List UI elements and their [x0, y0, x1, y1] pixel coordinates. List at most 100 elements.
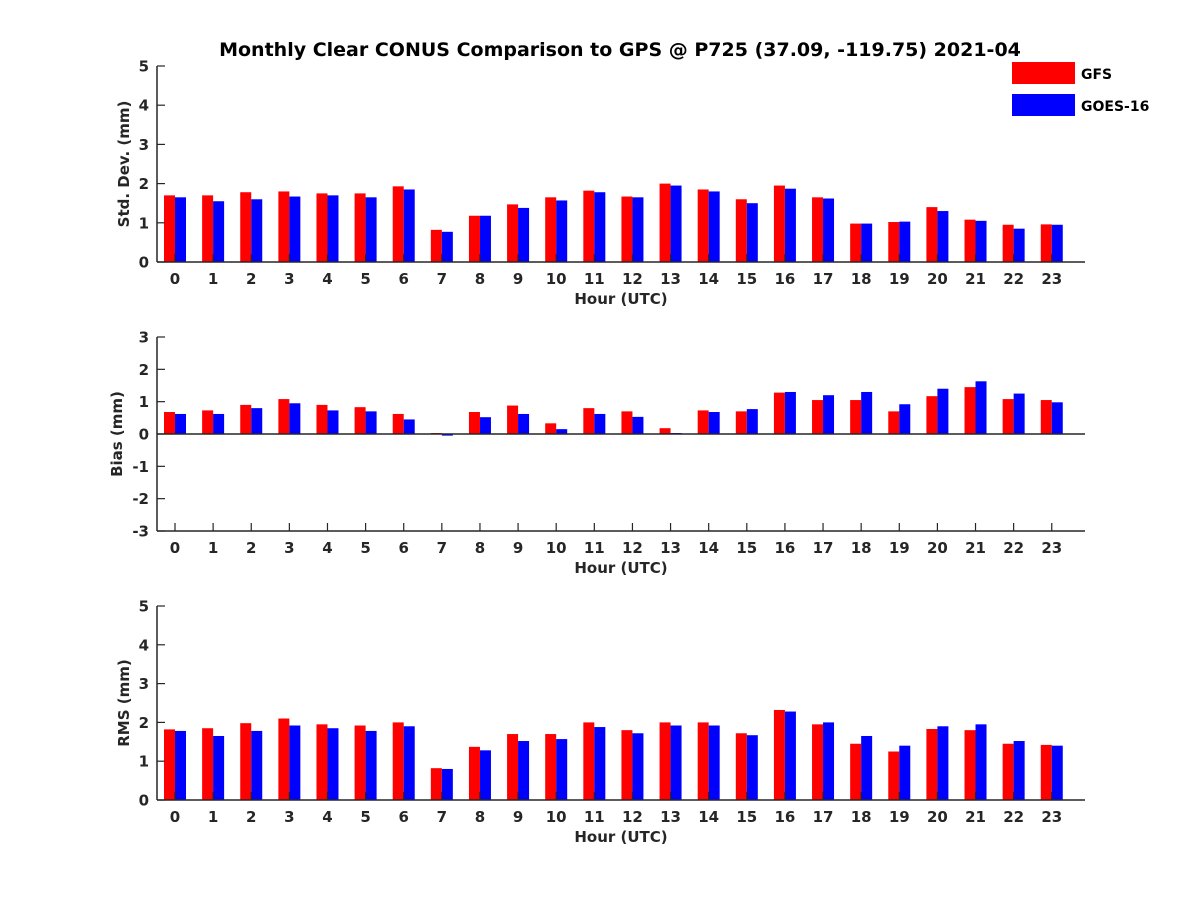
x-tick-label: 22	[1003, 270, 1024, 288]
bar-gfs-hour-1	[202, 410, 214, 434]
x-tick-label: 19	[889, 270, 910, 288]
x-tick-label: 23	[1041, 270, 1062, 288]
y-tick-label: 5	[139, 58, 149, 76]
bar-goes-hour-19	[899, 745, 911, 800]
x-tick-label: 12	[622, 539, 643, 557]
bar-goes-hour-18	[861, 223, 873, 262]
bar-gfs-hour-20	[926, 207, 938, 262]
bar-gfs-hour-22	[1002, 743, 1014, 800]
bar-gfs-hour-20	[926, 728, 938, 800]
x-tick-label: 18	[851, 270, 872, 288]
bar-gfs-hour-13	[659, 428, 671, 434]
bar-gfs-hour-9	[507, 734, 519, 800]
bar-gfs-hour-7	[430, 229, 442, 262]
bar-gfs-hour-23	[1040, 744, 1052, 800]
bar-gfs-hour-15	[735, 199, 747, 262]
x-tick-label: 0	[170, 539, 180, 557]
y-tick-label: 4	[139, 97, 149, 115]
bar-goes-hour-4	[327, 195, 339, 262]
x-tick-label: 5	[360, 808, 370, 826]
bar-gfs-hour-12	[621, 411, 633, 434]
bar-gfs-hour-1	[202, 195, 214, 262]
bar-goes-hour-16	[784, 711, 796, 800]
bar-gfs-hour-21	[964, 387, 976, 434]
bar-gfs-hour-0	[164, 729, 175, 800]
bar-goes-hour-4	[327, 728, 339, 800]
bar-goes-hour-21	[975, 381, 987, 434]
x-tick-label: 10	[546, 539, 567, 557]
bar-gfs-hour-8	[468, 746, 480, 800]
x-axis-label: Hour (UTC)	[574, 828, 667, 846]
bar-gfs-hour-8	[468, 412, 480, 434]
bar-goes-hour-11	[594, 413, 606, 434]
x-tick-label: 8	[475, 808, 485, 826]
x-tick-label: 4	[322, 270, 332, 288]
y-axis-label: Bias (mm)	[108, 391, 126, 477]
bar-gfs-hour-18	[850, 743, 862, 800]
bar-goes-hour-8	[479, 417, 491, 434]
bar-goes-hour-7	[441, 231, 453, 262]
bar-goes-hour-4	[327, 410, 339, 434]
bar-gfs-hour-23	[1040, 224, 1052, 262]
bar-goes-hour-2	[251, 199, 263, 262]
bar-goes-hour-9	[518, 413, 530, 434]
bar-gfs-hour-8	[468, 215, 480, 262]
bar-gfs-hour-10	[545, 734, 557, 800]
y-tick-label: -3	[132, 523, 149, 541]
x-tick-label: 1	[208, 808, 218, 826]
x-tick-label: 15	[736, 270, 757, 288]
bar-gfs-hour-4	[316, 193, 328, 262]
x-tick-label: 20	[927, 270, 948, 288]
bar-gfs-hour-19	[888, 222, 900, 262]
bar-gfs-hour-4	[316, 404, 328, 434]
bar-goes-hour-12	[632, 416, 644, 434]
y-tick-label: -1	[132, 458, 149, 476]
bar-goes-hour-9	[518, 207, 530, 262]
y-tick-label: 2	[139, 361, 149, 379]
x-tick-label: 14	[698, 270, 719, 288]
y-tick-label: 3	[139, 675, 149, 693]
x-tick-label: 0	[170, 808, 180, 826]
x-tick-label: 11	[584, 539, 605, 557]
legend-label-gfs: GFS	[1081, 67, 1112, 83]
bar-goes-hour-23	[1051, 745, 1063, 800]
bar-gfs-hour-2	[240, 723, 252, 800]
bar-gfs-hour-3	[278, 718, 290, 800]
x-tick-label: 3	[284, 270, 294, 288]
bar-goes-hour-10	[556, 739, 568, 800]
x-tick-label: 17	[813, 808, 834, 826]
bar-goes-hour-20	[937, 211, 949, 262]
x-tick-label: 4	[322, 539, 332, 557]
y-tick-label: 4	[139, 636, 149, 654]
bar-goes-hour-7	[441, 434, 453, 436]
bar-goes-hour-1	[213, 201, 225, 262]
bar-goes-hour-1	[213, 413, 225, 434]
x-tick-label: 20	[927, 539, 948, 557]
x-tick-label: 6	[399, 270, 409, 288]
bar-gfs-hour-17	[812, 400, 824, 434]
bar-gfs-hour-13	[659, 722, 671, 800]
bar-goes-hour-9	[518, 741, 530, 800]
bar-goes-hour-0	[175, 730, 186, 800]
x-tick-label: 1	[208, 539, 218, 557]
bar-goes-hour-16	[784, 391, 796, 434]
x-tick-label: 18	[851, 539, 872, 557]
x-tick-label: 19	[889, 808, 910, 826]
x-tick-label: 9	[513, 808, 523, 826]
bar-goes-hour-13	[670, 725, 682, 800]
bar-goes-hour-21	[975, 220, 987, 262]
bar-goes-hour-10	[556, 429, 568, 434]
y-tick-label: 5	[139, 598, 149, 616]
bar-gfs-hour-12	[621, 730, 633, 800]
bar-gfs-hour-3	[278, 191, 290, 262]
bar-gfs-hour-5	[354, 193, 366, 262]
bar-gfs-hour-10	[545, 423, 557, 434]
bar-goes-hour-8	[479, 215, 491, 262]
bar-goes-hour-6	[403, 419, 415, 434]
bar-gfs-hour-23	[1040, 400, 1052, 434]
bar-goes-hour-20	[937, 726, 949, 800]
bar-goes-hour-6	[403, 189, 415, 262]
bar-goes-hour-21	[975, 724, 987, 800]
